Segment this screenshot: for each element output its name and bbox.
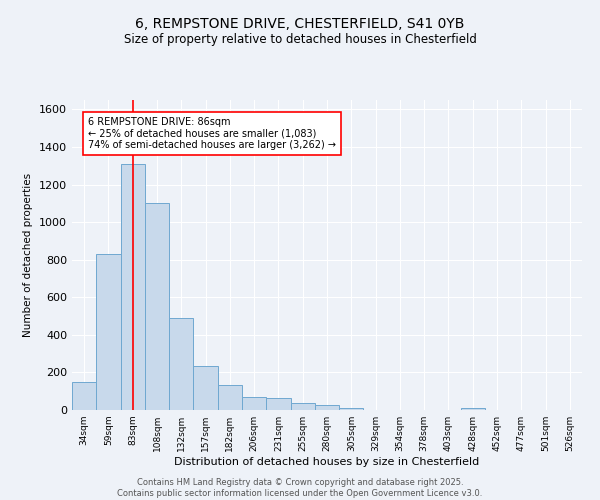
Bar: [242, 397, 266, 410]
X-axis label: Distribution of detached houses by size in Chesterfield: Distribution of detached houses by size …: [175, 457, 479, 467]
Y-axis label: Number of detached properties: Number of detached properties: [23, 173, 34, 337]
Text: 6, REMPSTONE DRIVE, CHESTERFIELD, S41 0YB: 6, REMPSTONE DRIVE, CHESTERFIELD, S41 0Y…: [136, 18, 464, 32]
Bar: [315, 406, 339, 410]
Bar: [461, 408, 485, 410]
Bar: [193, 366, 218, 410]
Bar: [72, 382, 96, 410]
Bar: [145, 204, 169, 410]
Bar: [266, 398, 290, 410]
Bar: [290, 403, 315, 410]
Bar: [339, 408, 364, 410]
Text: Contains HM Land Registry data © Crown copyright and database right 2025.
Contai: Contains HM Land Registry data © Crown c…: [118, 478, 482, 498]
Text: Size of property relative to detached houses in Chesterfield: Size of property relative to detached ho…: [124, 32, 476, 46]
Bar: [169, 318, 193, 410]
Text: 6 REMPSTONE DRIVE: 86sqm
← 25% of detached houses are smaller (1,083)
74% of sem: 6 REMPSTONE DRIVE: 86sqm ← 25% of detach…: [88, 117, 336, 150]
Bar: [121, 164, 145, 410]
Bar: [96, 254, 121, 410]
Bar: [218, 384, 242, 410]
